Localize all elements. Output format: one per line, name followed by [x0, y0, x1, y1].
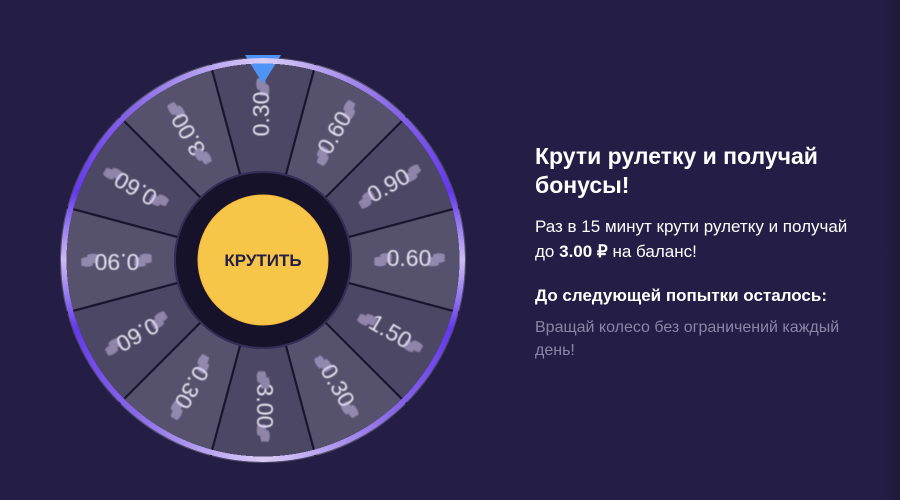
svg-text:КРУТИТЬ: КРУТИТЬ: [224, 251, 301, 270]
svg-text:3.00: 3.00: [252, 384, 278, 429]
svg-text:0.60: 0.60: [387, 245, 432, 271]
svg-text:0.30: 0.30: [248, 92, 274, 137]
svg-text:0.90: 0.90: [95, 249, 140, 275]
